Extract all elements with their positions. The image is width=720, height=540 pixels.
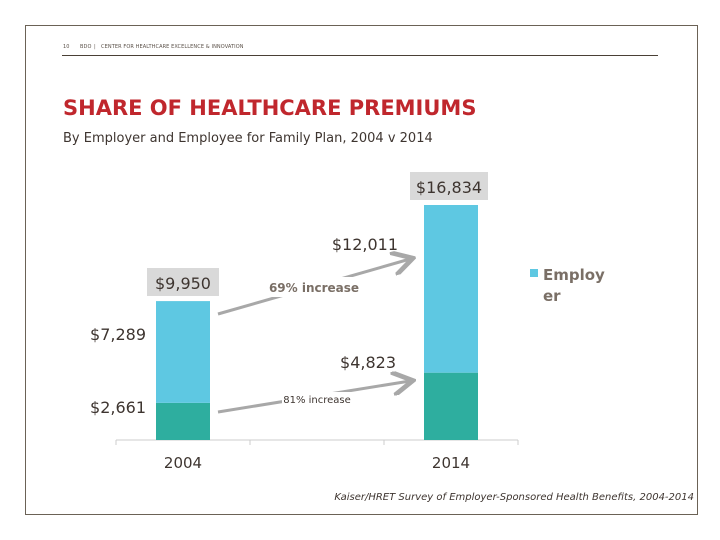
employer-label-2004: $7,289 xyxy=(90,325,146,344)
page-subtitle: By Employer and Employee for Family Plan… xyxy=(63,131,433,146)
header-org: BDO xyxy=(80,44,92,50)
lower-label-2014: $4,823 xyxy=(340,353,396,372)
bar-2014-lower xyxy=(424,372,478,440)
total-label-2014: $16,834 xyxy=(416,178,482,197)
legend-label-employer: Employ er xyxy=(543,266,605,305)
header-section: CENTER FOR HEALTHCARE EXCELLENCE & INNOV… xyxy=(101,44,244,50)
total-label-2004: $9,950 xyxy=(155,274,211,293)
x-tick-label-2004: 2004 xyxy=(164,454,202,472)
slide-frame xyxy=(25,25,698,515)
x-tick-label-2014: 2014 xyxy=(432,454,470,472)
legend-swatch-employer xyxy=(530,269,538,277)
x-axis: 2004 2014 xyxy=(115,439,519,472)
bar-2004-lower xyxy=(156,402,210,440)
page-title: SHARE OF HEALTHCARE PREMIUMS xyxy=(63,96,477,120)
page-number: 10 xyxy=(63,44,70,50)
bar-2004-employer xyxy=(156,301,210,403)
header-separator: | xyxy=(94,44,96,50)
lower-label-2004: $2,661 xyxy=(90,398,146,417)
bar-2014-employer xyxy=(424,205,478,373)
annotation-69-increase: 69% increase xyxy=(269,281,359,295)
source-note: Kaiser/HRET Survey of Employer-Sponsored… xyxy=(334,492,694,503)
annotation-bg xyxy=(272,277,356,297)
total-label-bg-2014 xyxy=(410,172,488,200)
annotation-bg xyxy=(282,392,352,406)
header-divider xyxy=(62,55,658,56)
annotation-81-increase: 81% increase xyxy=(283,395,351,406)
employer-label-2014: $12,011 xyxy=(332,235,398,254)
total-label-bg-2004 xyxy=(147,268,219,296)
